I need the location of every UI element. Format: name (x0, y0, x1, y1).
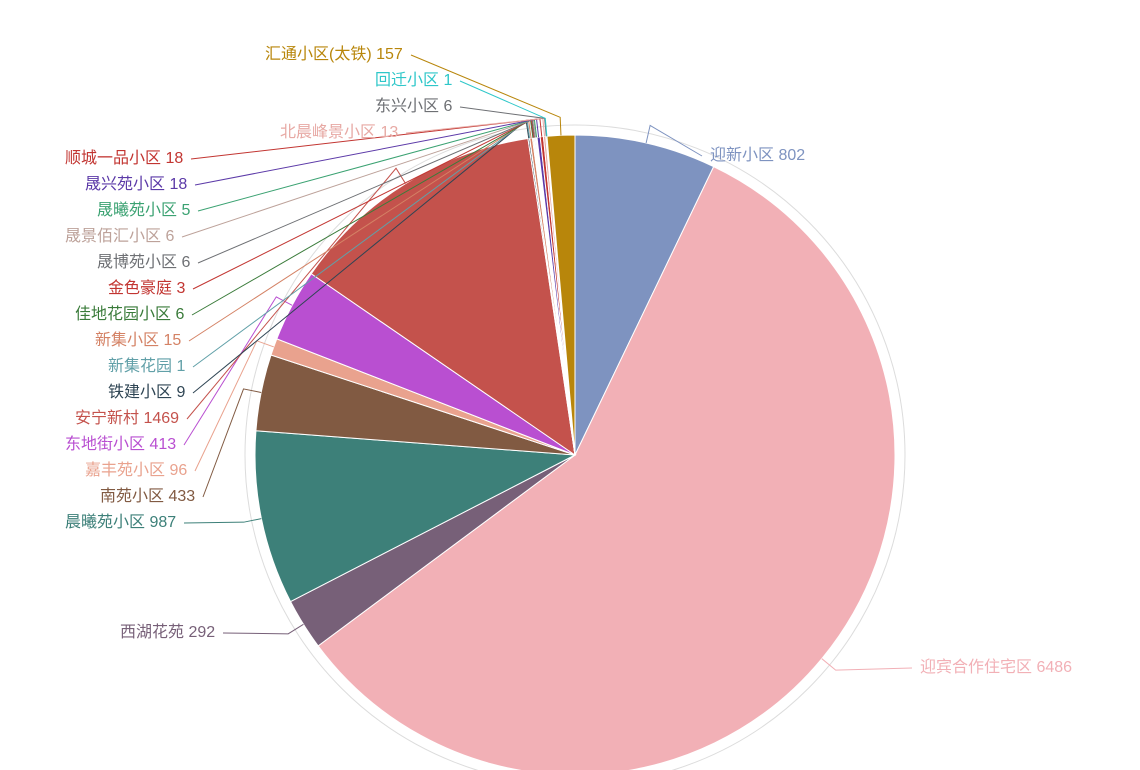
pie-label: 东地街小区 413 (65, 437, 176, 453)
pie-label: 回迁小区 1 (375, 73, 452, 89)
leader-line (223, 624, 303, 634)
pie-label: 迎宾合作住宅区 6486 (920, 660, 1072, 676)
pie-label: 晟博苑小区 6 (97, 255, 190, 271)
pie-label: 安宁新村 1469 (75, 411, 179, 427)
pie-label: 新集花园 1 (108, 359, 185, 375)
pie-chart: 迎新小区 802 迎宾合作住宅区 6486 西湖花苑 292 晨曦苑小区 987 南苑小… (0, 0, 1140, 770)
pie-label: 晟兴苑小区 18 (85, 177, 187, 193)
pie-label: 佳地花园小区 6 (75, 307, 184, 323)
pie-label: 晟曦苑小区 5 (97, 203, 190, 219)
pie-label: 南苑小区 433 (100, 489, 195, 505)
pie-label: 新集小区 15 (95, 333, 181, 349)
pie-label: 顺城一品小区 18 (65, 151, 183, 167)
pie-label: 晟景佰汇小区 6 (65, 229, 174, 245)
pie-label: 铁建小区 9 (108, 385, 185, 401)
pie-label: 迎新小区 802 (710, 148, 805, 164)
leader-line (411, 55, 561, 135)
pie-label: 西湖花苑 292 (120, 625, 215, 641)
pie-label: 晨曦苑小区 987 (65, 515, 176, 531)
pie-label: 汇通小区(太铁) 157 (265, 47, 403, 63)
leader-line (203, 389, 261, 497)
pie-label: 嘉丰苑小区 96 (85, 463, 187, 479)
leader-line (184, 519, 261, 523)
pie-label: 金色豪庭 3 (108, 281, 185, 297)
pie-label: 东兴小区 6 (375, 99, 452, 115)
pie-label: 北晨峰景小区 13 (280, 125, 398, 141)
leader-line (822, 659, 912, 670)
